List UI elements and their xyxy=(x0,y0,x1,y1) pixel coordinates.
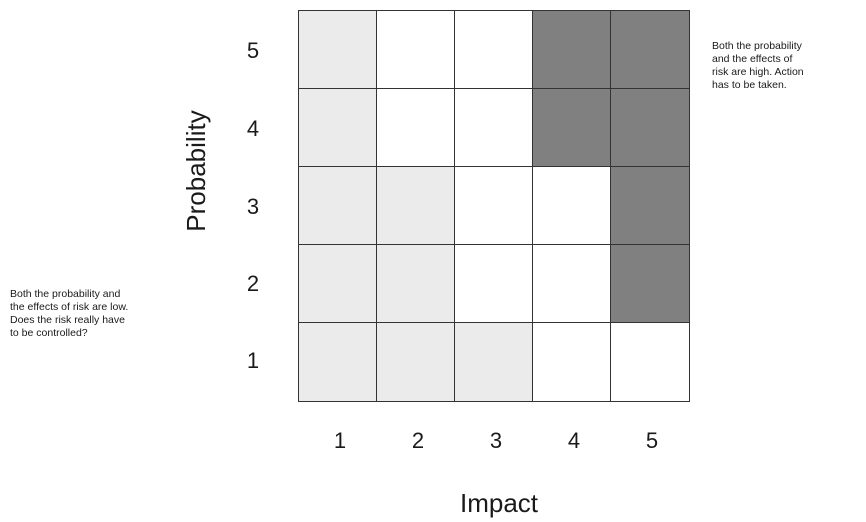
risk-cell-p1-i1 xyxy=(299,323,377,401)
impact-tick-2: 2 xyxy=(411,428,425,453)
risk-cell-p1-i4 xyxy=(533,323,611,401)
y-axis-label: Probability xyxy=(181,110,211,232)
risk-cell-p5-i3 xyxy=(455,11,533,89)
x-axis-label: Impact xyxy=(459,488,539,518)
risk-cell-p1-i3 xyxy=(455,323,533,401)
probability-tick-4: 4 xyxy=(246,116,260,141)
risk-cell-p5-i2 xyxy=(377,11,455,89)
risk-cell-p2-i3 xyxy=(455,245,533,323)
risk-cell-p2-i4 xyxy=(533,245,611,323)
risk-cell-p4-i3 xyxy=(455,89,533,167)
risk-cell-p4-i5 xyxy=(611,89,689,167)
risk-cell-p4-i1 xyxy=(299,89,377,167)
risk-cell-p4-i2 xyxy=(377,89,455,167)
risk-cell-p3-i1 xyxy=(299,167,377,245)
risk-cell-p3-i2 xyxy=(377,167,455,245)
risk-cell-p3-i3 xyxy=(455,167,533,245)
probability-tick-2: 2 xyxy=(246,271,260,296)
risk-cell-p2-i2 xyxy=(377,245,455,323)
risk-cell-p1-i5 xyxy=(611,323,689,401)
impact-tick-3: 3 xyxy=(489,428,503,453)
probability-tick-5: 5 xyxy=(246,38,260,63)
impact-tick-5: 5 xyxy=(645,428,659,453)
risk-cell-p5-i1 xyxy=(299,11,377,89)
risk-cell-p3-i5 xyxy=(611,167,689,245)
risk-cell-p3-i4 xyxy=(533,167,611,245)
high-risk-note: Both the probability and the effects of … xyxy=(712,40,804,91)
low-risk-note: Both the probability and the effects of … xyxy=(10,288,129,339)
risk-cell-p5-i4 xyxy=(533,11,611,89)
risk-matrix-grid xyxy=(298,10,690,402)
probability-tick-3: 3 xyxy=(246,194,260,219)
risk-cell-p5-i5 xyxy=(611,11,689,89)
risk-cell-p2-i1 xyxy=(299,245,377,323)
risk-cell-p2-i5 xyxy=(611,245,689,323)
probability-tick-1: 1 xyxy=(246,348,260,373)
risk-cell-p1-i2 xyxy=(377,323,455,401)
impact-tick-4: 4 xyxy=(567,428,581,453)
impact-tick-1: 1 xyxy=(333,428,347,453)
risk-cell-p4-i4 xyxy=(533,89,611,167)
